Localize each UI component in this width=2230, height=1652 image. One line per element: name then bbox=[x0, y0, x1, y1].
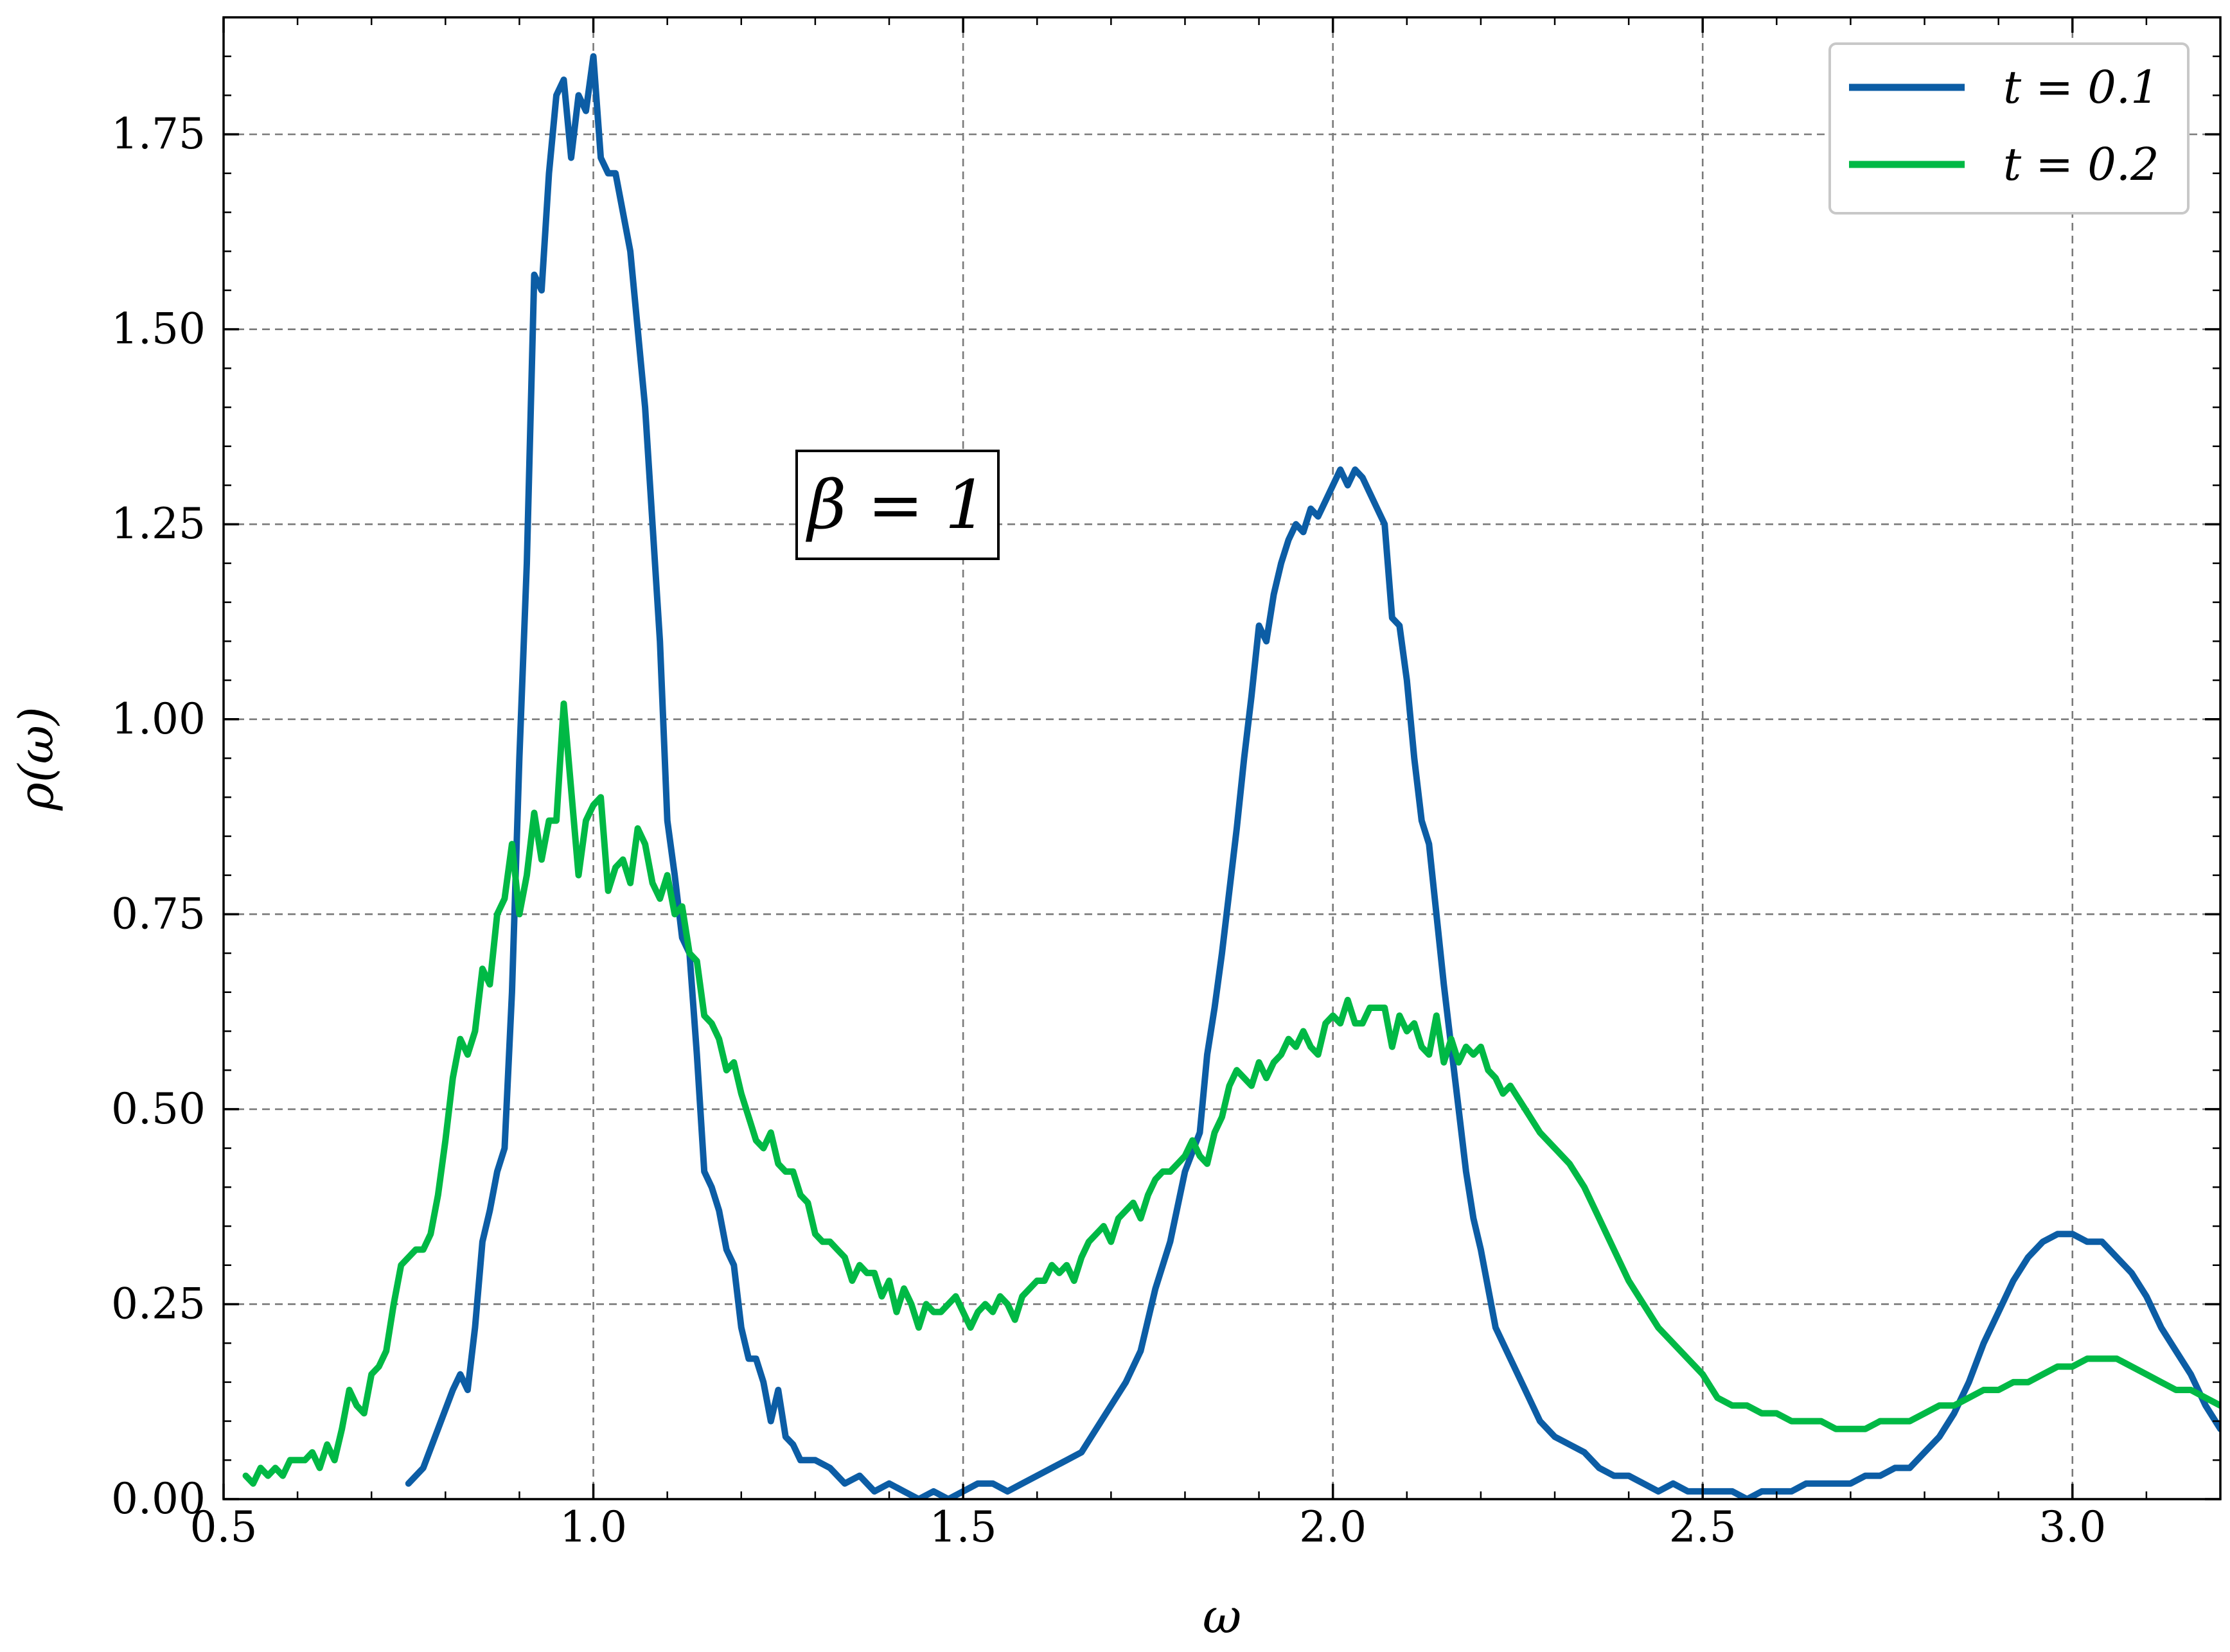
y-tick-label: 0.00 bbox=[111, 1474, 206, 1524]
tick-labels: 0.5 1.0 1.5 2.0 2.5 3.0 0.00 0.25 0.50 0.75 1.00 1.… bbox=[111, 109, 2106, 1552]
plot-frame bbox=[222, 16, 2222, 1500]
legend-label-t01: t = 0.1 bbox=[2003, 61, 2159, 114]
y-tick-label: 1.50 bbox=[111, 304, 206, 354]
x-tick-label: 1.5 bbox=[930, 1502, 997, 1552]
y-tick-label: 0.50 bbox=[111, 1084, 206, 1134]
series-line-t01 bbox=[405, 53, 2220, 1499]
x-tick-label: 0.5 bbox=[190, 1502, 258, 1552]
x-tick-label: 1.0 bbox=[560, 1502, 627, 1552]
annotation-box: β = 1 bbox=[795, 450, 1000, 560]
legend-label-t02: t = 0.2 bbox=[2003, 138, 2159, 191]
series-line-t02 bbox=[242, 700, 2220, 1487]
legend: t = 0.1 t = 0.2 bbox=[1828, 42, 2190, 215]
series-layer bbox=[242, 53, 2220, 1499]
x-tick-label: 3.0 bbox=[2039, 1502, 2106, 1552]
annotation-label: β = 1 bbox=[805, 466, 987, 544]
y-tick-label: 1.25 bbox=[111, 499, 206, 549]
annotation-frame bbox=[795, 450, 1000, 560]
y-tick-label: 0.75 bbox=[111, 889, 206, 938]
y-tick-label: 1.75 bbox=[111, 109, 206, 159]
y-axis-title: ρ(ω) bbox=[9, 707, 64, 811]
x-axis-title: ω bbox=[1203, 1589, 1241, 1644]
x-tick-label: 2.0 bbox=[1299, 1502, 1367, 1552]
x-tick-label: 2.5 bbox=[1669, 1502, 1737, 1552]
y-tick-label: 1.00 bbox=[111, 694, 206, 744]
y-tick-label: 0.25 bbox=[111, 1279, 206, 1328]
